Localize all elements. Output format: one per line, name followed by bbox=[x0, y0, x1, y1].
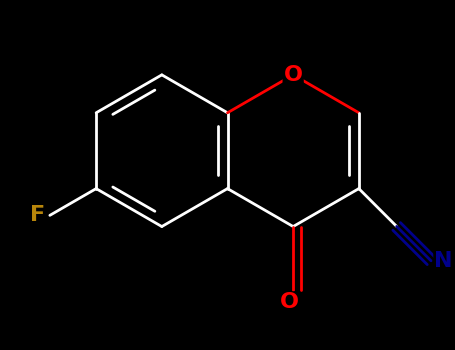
Text: O: O bbox=[283, 65, 303, 85]
Text: O: O bbox=[280, 292, 299, 312]
Text: N: N bbox=[435, 251, 453, 271]
Text: F: F bbox=[30, 205, 45, 225]
